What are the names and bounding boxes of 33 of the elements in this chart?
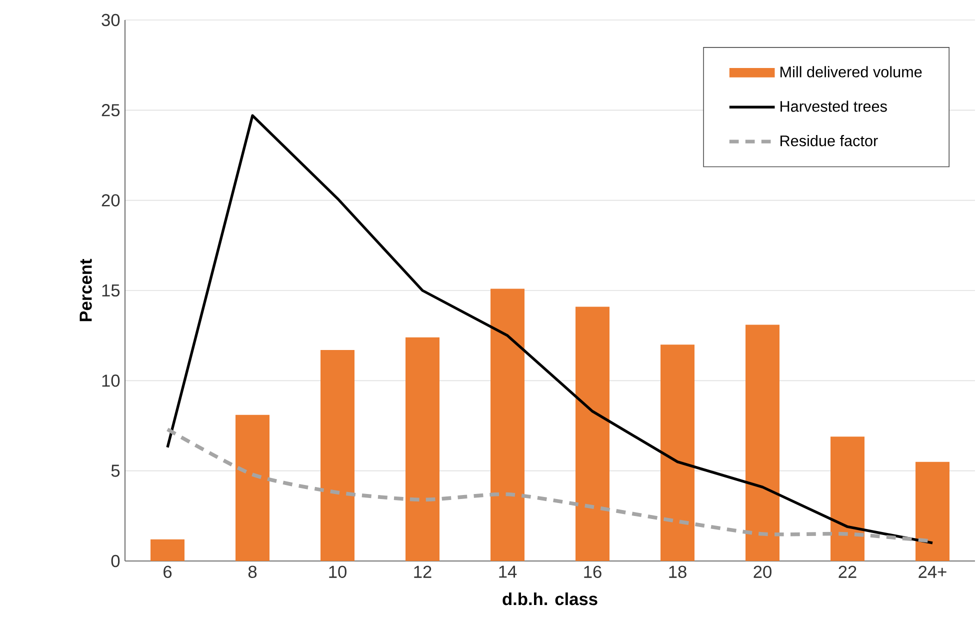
x-tick-label: 10 <box>329 566 346 578</box>
bar <box>916 462 950 561</box>
x-tick-label: 14 <box>499 566 517 578</box>
bar <box>150 539 184 561</box>
x-tick-label: 22 <box>838 566 856 578</box>
y-tick-label: 10 <box>102 374 120 387</box>
legend-label: Mill delivered volume <box>780 66 922 78</box>
bar <box>830 436 864 561</box>
y-axis-title: Percent <box>80 258 92 322</box>
bar <box>320 350 354 561</box>
x-tick-label: 8 <box>248 566 257 578</box>
y-tick-label: 5 <box>111 464 120 477</box>
x-tick-label: 20 <box>754 566 772 578</box>
line-series <box>166 114 934 544</box>
y-tick-label: 15 <box>102 284 120 297</box>
x-tick-label: 16 <box>584 566 602 578</box>
bar <box>406 337 440 561</box>
x-tick-label: 24+ <box>918 566 946 578</box>
x-tick-label: 18 <box>669 566 686 578</box>
bar <box>746 324 780 561</box>
legend-label: Harvested trees <box>780 100 887 112</box>
x-axis-title: d.b.h. class <box>502 592 598 606</box>
y-tick-label: 20 <box>102 194 120 206</box>
legend-label: Residue factor <box>780 135 878 146</box>
bar <box>660 344 695 561</box>
y-tick-label: 25 <box>102 104 120 116</box>
x-tick-label: 12 <box>414 566 432 578</box>
bar <box>576 306 610 561</box>
x-tick-label: 6 <box>164 566 172 578</box>
bar <box>236 414 270 561</box>
y-tick-label: 30 <box>102 14 120 26</box>
y-tick-label: 0 <box>111 554 120 568</box>
bar <box>490 288 524 561</box>
